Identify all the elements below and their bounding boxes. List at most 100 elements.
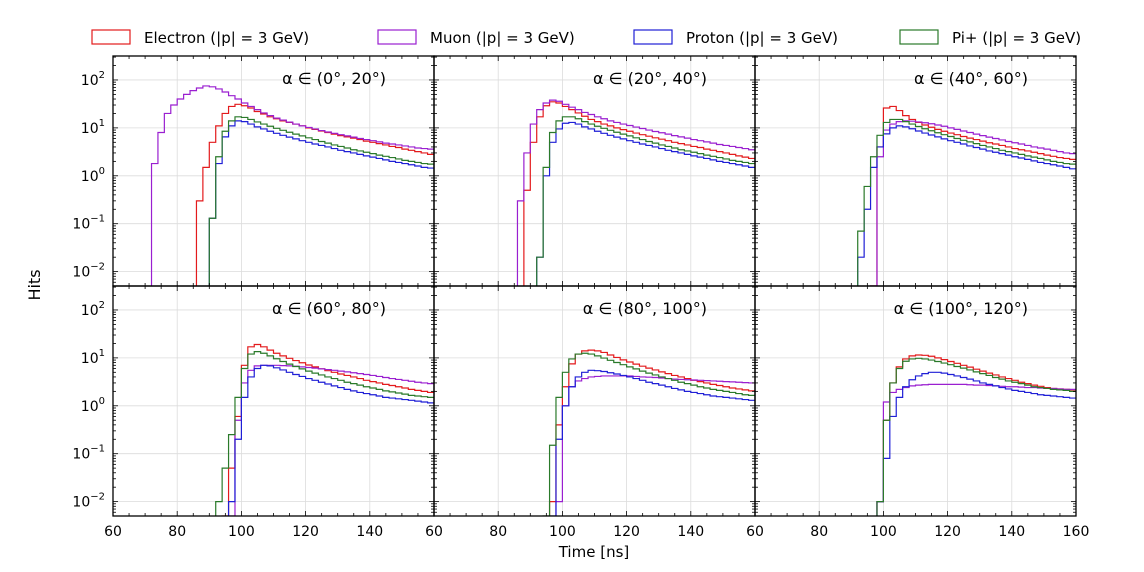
series-muon <box>227 364 434 516</box>
gridlines <box>113 56 434 286</box>
x-tick-label: 100 <box>228 524 255 540</box>
legend-entry-proton: Proton (|p| = 3 GeV) <box>633 29 838 47</box>
legend-label: Pi+ (|p| = 3 GeV) <box>952 29 1081 47</box>
legend-swatch <box>899 29 939 45</box>
y-tick-label: 102 <box>81 70 105 89</box>
x-tick-label: 120 <box>613 524 640 540</box>
x-tick-label: 80 <box>810 524 828 540</box>
x-tick-label: 100 <box>870 524 897 540</box>
panel-frame <box>754 285 1077 517</box>
series-muon <box>555 375 755 516</box>
legend-entry-electron: Electron (|p| = 3 GeV) <box>91 29 309 47</box>
legend-label: Proton (|p| = 3 GeV) <box>686 29 838 47</box>
gridlines <box>755 56 1076 286</box>
panel-frame <box>433 285 756 517</box>
series-muon <box>150 85 434 286</box>
x-tick-label: 60 <box>104 524 122 540</box>
panel-3: α ∈ (40°, 60°) <box>754 55 1077 287</box>
y-tick-label: 10−1 <box>72 444 105 463</box>
x-tick-label: 140 <box>998 524 1025 540</box>
series-group <box>876 354 1076 516</box>
legend-swatch <box>377 29 417 45</box>
legend-entry-muon: Muon (|p| = 3 GeV) <box>377 29 575 47</box>
series-muon <box>876 383 1076 516</box>
series-proton <box>536 121 755 286</box>
series-group <box>857 105 1076 286</box>
series-pi- <box>542 352 755 516</box>
panel-title: α ∈ (100°, 120°) <box>894 299 1028 318</box>
ticks <box>433 286 756 516</box>
x-tick-label: 80 <box>489 524 507 540</box>
x-tick-label: 60 <box>425 524 443 540</box>
panel-2: α ∈ (20°, 40°) <box>433 55 756 287</box>
panel-frame <box>112 55 435 287</box>
y-tick-label: 101 <box>81 348 105 367</box>
x-tick-label: 60 <box>746 524 764 540</box>
ticks <box>754 286 1077 516</box>
series-pi- <box>215 351 434 516</box>
series-proton <box>876 371 1076 516</box>
y-tick-label: 102 <box>81 300 105 319</box>
series-pi- <box>536 116 755 286</box>
series-electron <box>523 101 755 286</box>
series-group <box>542 349 755 516</box>
gridlines <box>755 286 1076 516</box>
ticks <box>433 56 756 286</box>
series-muon <box>516 99 755 286</box>
y-tick-label: 100 <box>81 166 105 185</box>
series-electron <box>548 349 755 516</box>
panel-title: α ∈ (20°, 40°) <box>593 69 707 88</box>
legend: Electron (|p| = 3 GeV) Muon (|p| = 3 GeV)… <box>91 29 1081 47</box>
legend-swatch <box>91 29 131 45</box>
series-electron <box>221 343 434 516</box>
ticks <box>112 286 435 516</box>
legend-label: Electron (|p| = 3 GeV) <box>144 29 309 47</box>
y-tick-label: 10−2 <box>72 262 105 281</box>
panel-title: α ∈ (0°, 20°) <box>282 69 386 88</box>
x-tick-label: 160 <box>1063 524 1090 540</box>
legend-label: Muon (|p| = 3 GeV) <box>430 29 575 47</box>
series-proton <box>857 125 1076 286</box>
panel-4: 10−2 10−1 100 101 102 60 80 100 120 140 α ∈ (60°, … <box>72 285 435 540</box>
ticks <box>754 56 1077 286</box>
series-group <box>150 85 434 286</box>
legend-entry-pi-: Pi+ (|p| = 3 GeV) <box>899 29 1081 47</box>
x-tick-label: 120 <box>934 524 961 540</box>
panel-grid: 10−2 10−1 100 101 102 α ∈ (0°, 20°) α ∈ (20°, … <box>72 55 1090 540</box>
x-tick-label: 100 <box>549 524 576 540</box>
x-tick-label: 120 <box>292 524 319 540</box>
panel-6: 60 80 100 120 140 160 α ∈ (100°, 120°) <box>746 285 1090 540</box>
series-group <box>215 343 434 516</box>
x-tick-label: 140 <box>356 524 383 540</box>
panel-frame <box>754 55 1077 287</box>
y-tick-label: 100 <box>81 396 105 415</box>
series-pi- <box>876 357 1076 516</box>
panel-title: α ∈ (80°, 100°) <box>583 299 707 318</box>
panel-frame <box>112 285 435 517</box>
x-tick-label: 140 <box>677 524 704 540</box>
y-axis-label: Hits <box>25 269 44 300</box>
series-proton <box>227 364 434 516</box>
gridlines <box>434 286 755 516</box>
legend-swatch <box>633 29 673 45</box>
panel-title: α ∈ (60°, 80°) <box>272 299 386 318</box>
panel-title: α ∈ (40°, 60°) <box>914 69 1028 88</box>
panel-5: 60 80 100 120 140 α ∈ (80°, 100°) <box>425 285 756 540</box>
panel-frame <box>433 55 756 287</box>
gridlines <box>434 56 755 286</box>
series-electron <box>869 105 1076 286</box>
series-proton <box>208 120 434 286</box>
panel-1: 10−2 10−1 100 101 102 α ∈ (0°, 20°) <box>72 55 435 287</box>
series-pi- <box>857 118 1076 286</box>
y-tick-label: 10−1 <box>72 214 105 233</box>
gridlines <box>113 286 434 516</box>
series-pi- <box>208 116 434 286</box>
series-group <box>516 99 755 286</box>
x-tick-label: 80 <box>168 524 186 540</box>
series-proton <box>548 369 755 516</box>
y-tick-label: 101 <box>81 118 105 137</box>
x-axis-label: Time [ns] <box>558 543 630 561</box>
series-electron <box>876 354 1076 516</box>
ticks <box>112 56 435 286</box>
